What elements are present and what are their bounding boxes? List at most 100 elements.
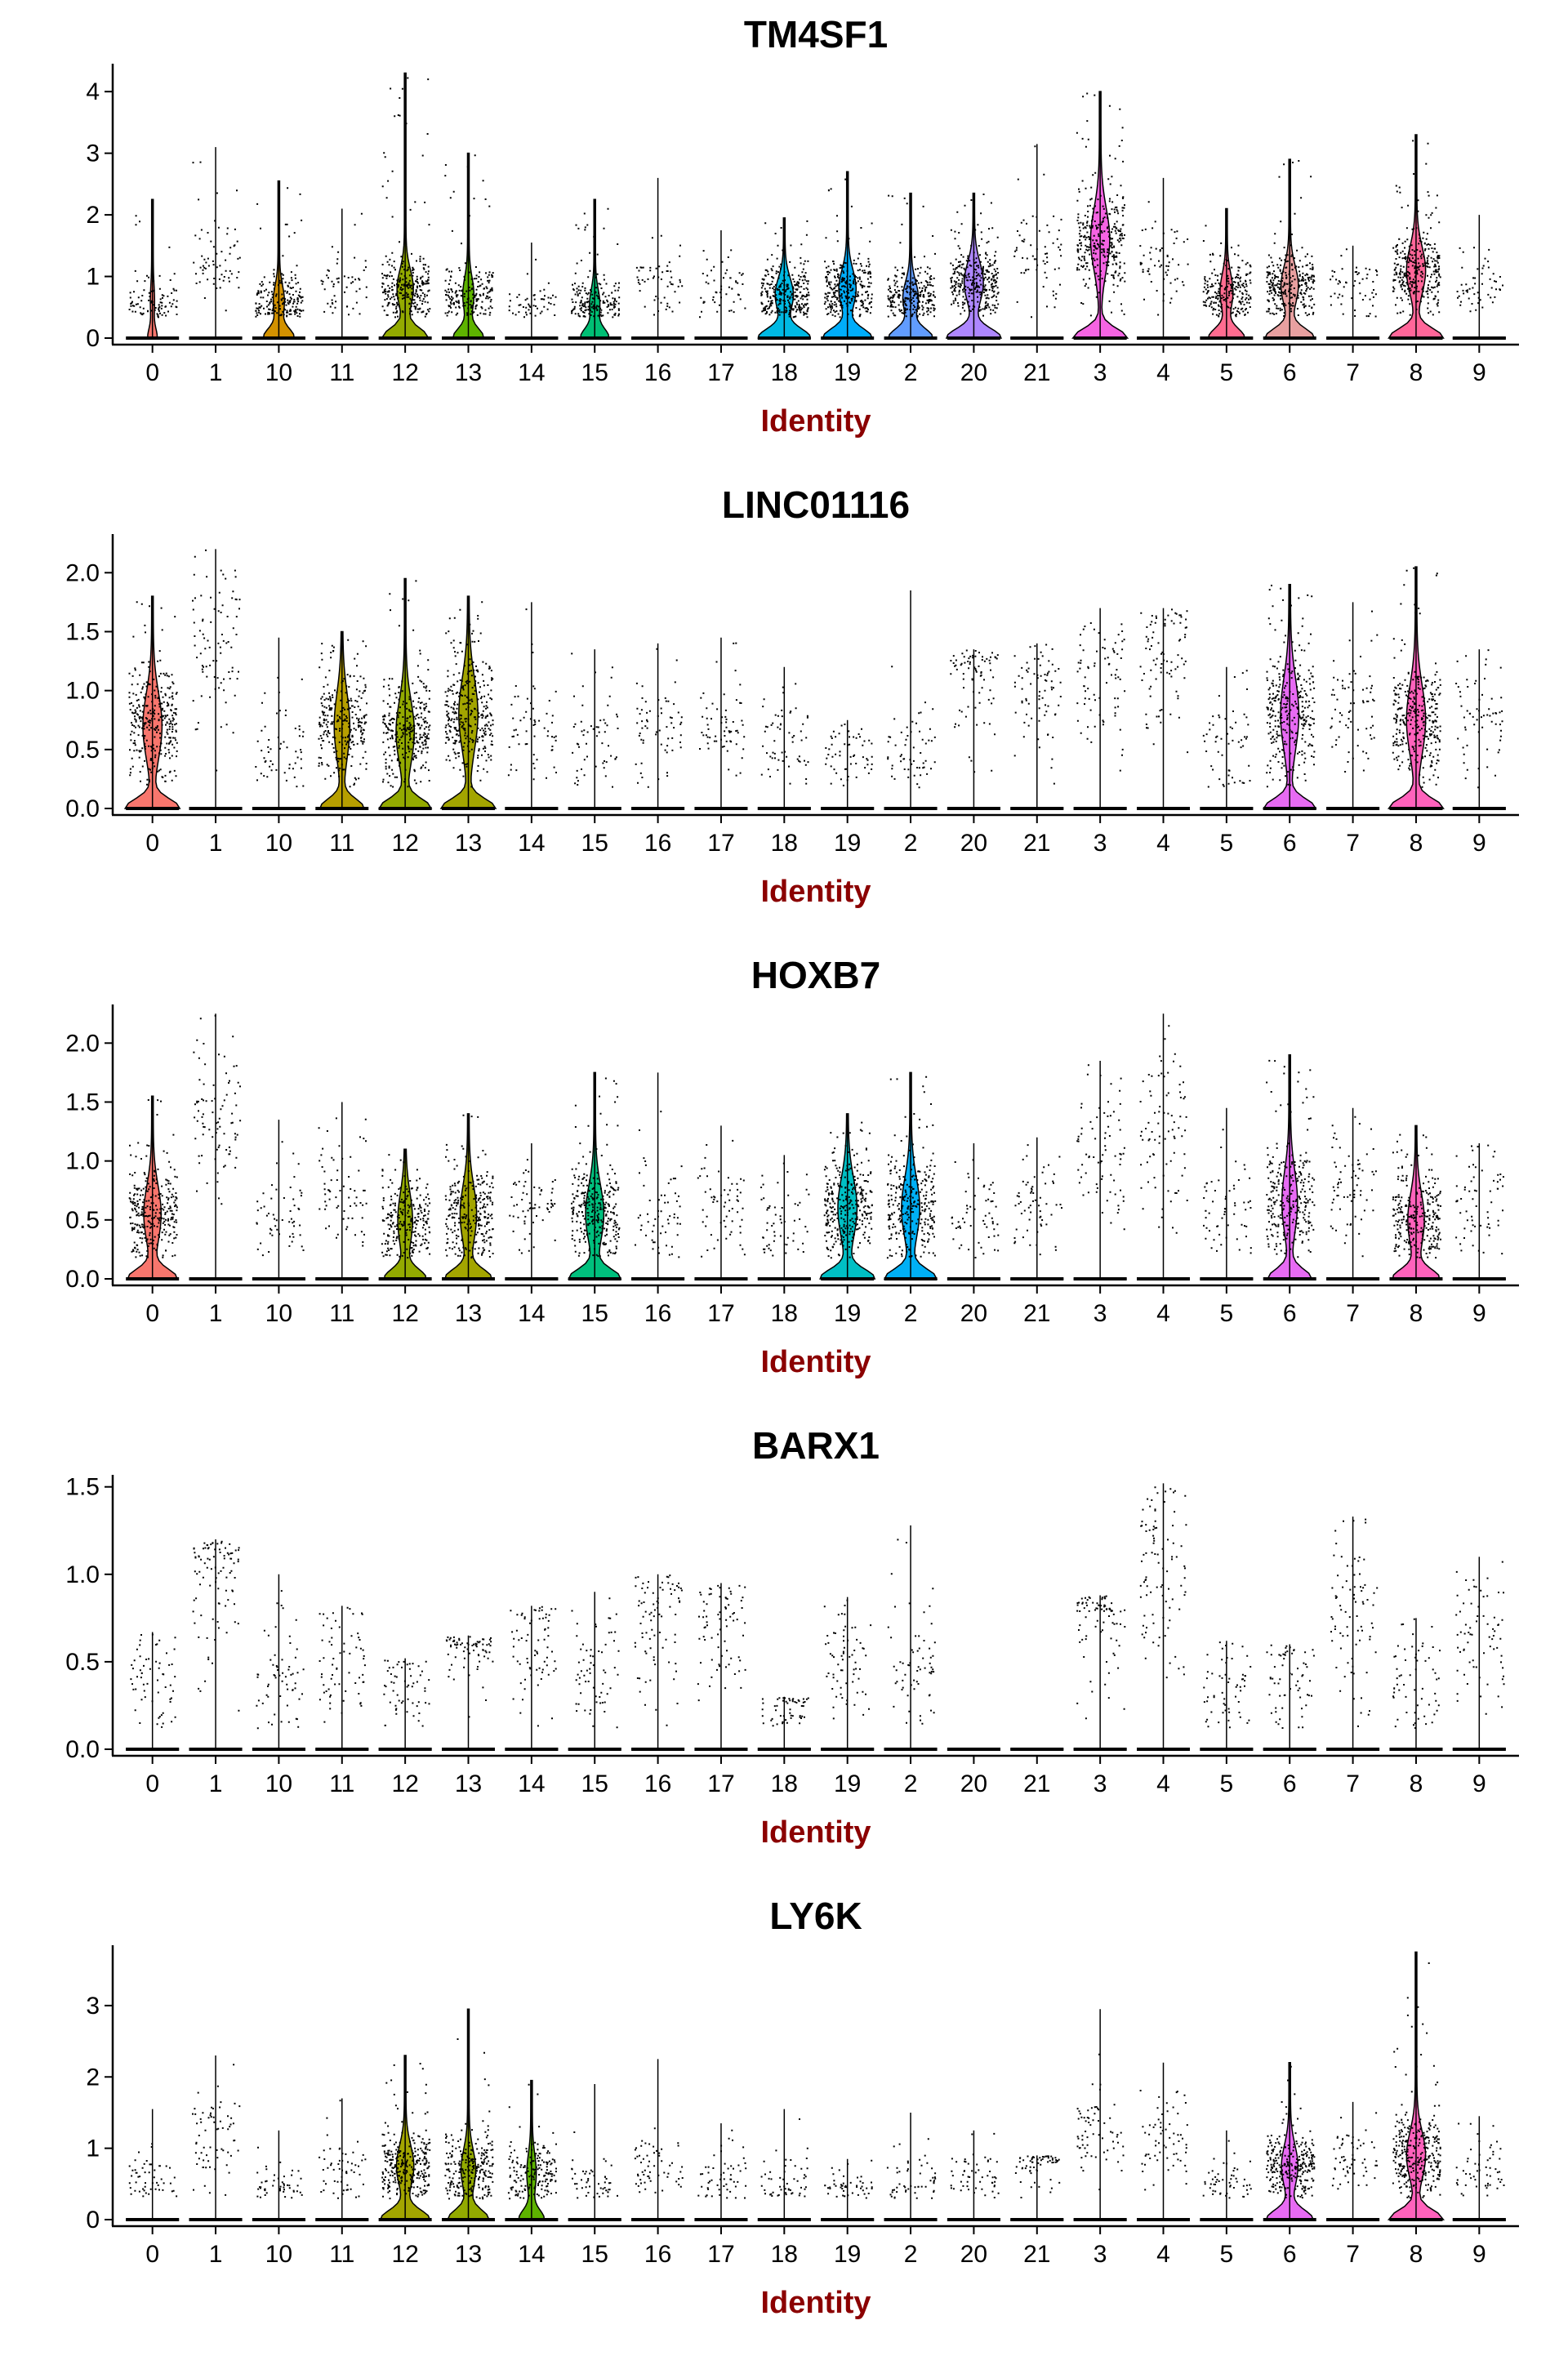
violin-0: [126, 1095, 180, 1280]
violin-points: [1392, 567, 1441, 788]
x-tick-label: 17: [707, 2241, 734, 2268]
violin-8: [1387, 1951, 1446, 2221]
violin-zero-points: [252, 1277, 305, 1280]
violin-zero-points: [505, 807, 559, 810]
x-tick-label: 2: [904, 2241, 918, 2268]
violin-points: [950, 649, 999, 773]
x-tick-label: 20: [960, 2241, 987, 2268]
violin-points: [824, 2159, 873, 2199]
violin-3: [1073, 2009, 1127, 2221]
x-tick-label: 12: [391, 359, 418, 386]
x-tick-label: 13: [455, 2241, 482, 2268]
violin-zero-points: [1263, 807, 1316, 810]
violin-points: [760, 219, 810, 318]
y-tick-label: 0.5: [65, 737, 100, 764]
x-tick-label: 6: [1283, 1770, 1297, 1797]
violin-points: [1266, 160, 1316, 317]
violin-8: [1389, 1618, 1443, 1751]
violin-12: [377, 577, 433, 810]
violin-0: [126, 198, 180, 340]
x-axis-title: Identity: [760, 1345, 871, 1379]
x-tick-label: 3: [1094, 1300, 1107, 1327]
violin-points: [509, 1159, 556, 1254]
x-tick-label: 15: [581, 359, 608, 386]
violin-points: [1139, 608, 1189, 754]
violin-19: [821, 719, 875, 810]
violin-points: [697, 1139, 746, 1258]
y-tick-label: 1.5: [65, 618, 100, 645]
x-tick-label: 8: [1410, 1300, 1423, 1327]
violin-zero-points: [315, 807, 369, 810]
violin-points: [635, 234, 684, 316]
violin-zero-points: [378, 807, 432, 810]
x-tick-label: 6: [1283, 2241, 1297, 2268]
violin-zero-points: [126, 1277, 180, 1280]
x-tick-label: 14: [518, 830, 545, 857]
violin-points: [1202, 2140, 1252, 2199]
x-tick-label: 4: [1156, 1770, 1170, 1797]
violin-4: [1137, 608, 1190, 810]
violin-zero-points: [568, 1277, 621, 1280]
x-tick-label: 15: [581, 1770, 608, 1797]
violin-9: [1452, 215, 1506, 340]
x-tick-label: 7: [1346, 830, 1360, 857]
violin-zero-points: [821, 1748, 875, 1751]
violin-zero-points: [1389, 1277, 1443, 1280]
violin-zero-points: [1010, 2218, 1064, 2221]
violin-11: [315, 1102, 369, 1280]
y-tick-label: 2: [86, 202, 100, 229]
violin-zero-points: [442, 1277, 495, 1280]
x-tick-label: 15: [581, 1300, 608, 1327]
violin-zero-points: [821, 1277, 875, 1280]
x-tick-label: 11: [329, 830, 354, 857]
y-tick-label: 0.5: [65, 1207, 100, 1234]
violin-19: [821, 171, 875, 340]
x-tick-label: 14: [518, 2241, 545, 2268]
violin-zero-points: [1137, 1748, 1190, 1751]
x-tick-label: 16: [644, 2241, 671, 2268]
panel-linc01116: LINC01116 0.0 0.5 1.0 1.5 2.0 0 1 10 11 12 13 14 15 16…: [65, 483, 1519, 909]
x-tick-label: 17: [707, 359, 734, 386]
violin-zero-points: [442, 336, 495, 340]
violin-points: [950, 194, 1000, 317]
x-axis-title: Identity: [760, 2286, 871, 2320]
violin-9: [1452, 2116, 1506, 2221]
violin-21: [1010, 1748, 1064, 1751]
violin-16: [631, 643, 685, 810]
x-tick-label: 16: [644, 1770, 671, 1797]
violin-zero-points: [631, 2218, 685, 2221]
x-tick-label: 18: [771, 830, 798, 857]
x-axis-title: Identity: [760, 1815, 871, 1850]
violin-zero-points: [442, 807, 495, 810]
violin-points: [507, 608, 557, 781]
violin-17: [694, 2123, 748, 2221]
violin-zero-points: [757, 336, 811, 340]
violin-21: [1010, 643, 1064, 810]
violin-points: [318, 1117, 368, 1247]
violin-zero-points: [568, 1748, 621, 1751]
x-tick-label: 4: [1156, 359, 1170, 386]
violin-zero-points: [1137, 336, 1190, 340]
x-tick-label: 8: [1410, 359, 1423, 386]
violin-points: [1266, 585, 1316, 788]
x-tick-label: 19: [834, 359, 861, 386]
violin-13: [442, 1635, 495, 1751]
violin-points: [383, 1659, 430, 1727]
violin-12: [378, 2055, 432, 2221]
violin-zero-points: [1326, 336, 1380, 340]
violin-zero-points: [631, 807, 685, 810]
x-tick-label: 10: [265, 830, 292, 857]
violin-zero-points: [1389, 807, 1443, 810]
x-tick-label: 1: [209, 1300, 223, 1327]
x-axis-title: Identity: [760, 875, 871, 909]
x-tick-label: 15: [581, 830, 608, 857]
violin-zero-points: [821, 336, 875, 340]
violin-14: [505, 2079, 559, 2221]
violin-zero-points: [1200, 2218, 1254, 2221]
x-tick-label: 21: [1023, 2241, 1050, 2268]
violin-2: [884, 590, 938, 810]
x-tick-label: 10: [265, 1300, 292, 1327]
y-tick-label: 1.0: [65, 1148, 100, 1175]
x-tick-label: 19: [834, 2241, 861, 2268]
